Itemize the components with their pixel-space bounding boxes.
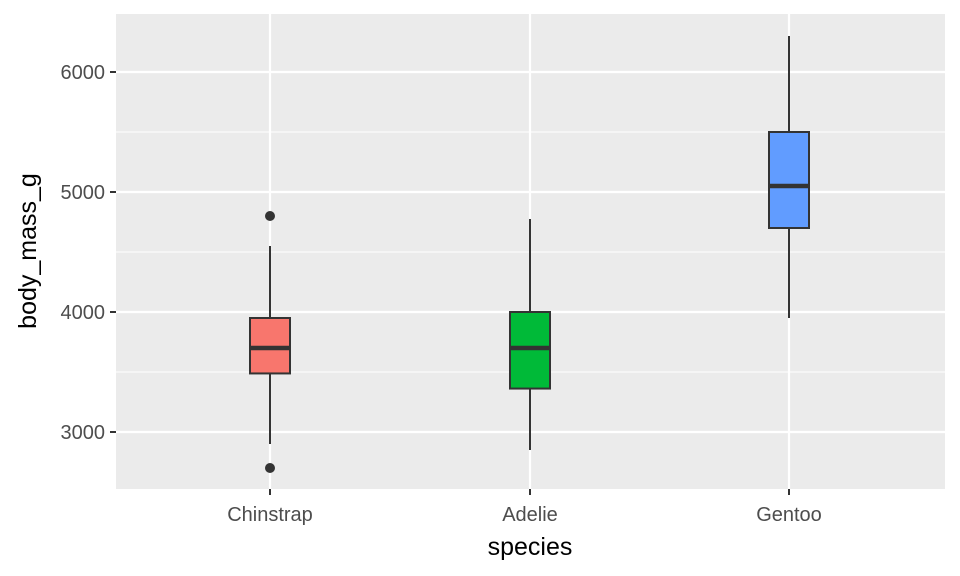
y-tick-label: 6000 [61,62,106,84]
y-tick-label: 4000 [61,302,106,324]
x-axis-title: species [488,533,573,561]
y-axis: 3000 4000 5000 6000 [61,62,116,444]
box-gentoo [768,36,810,318]
outlier-point [265,211,275,221]
box-adelie [509,219,551,450]
x-axis: Chinstrap Adelie Gentoo [227,489,822,526]
box-iqr [509,311,551,390]
outlier-point [265,463,275,473]
box-chinstrap [249,211,291,473]
y-tick-label: 3000 [61,422,106,444]
x-tick-label: Chinstrap [227,504,313,526]
x-tick-label: Adelie [502,504,558,526]
y-tick-label: 5000 [61,182,106,204]
y-axis-title: body_mass_g [14,173,42,329]
box-group [249,36,810,473]
box-iqr [249,317,291,375]
x-tick-label: Gentoo [756,504,822,526]
box-iqr [768,131,810,229]
